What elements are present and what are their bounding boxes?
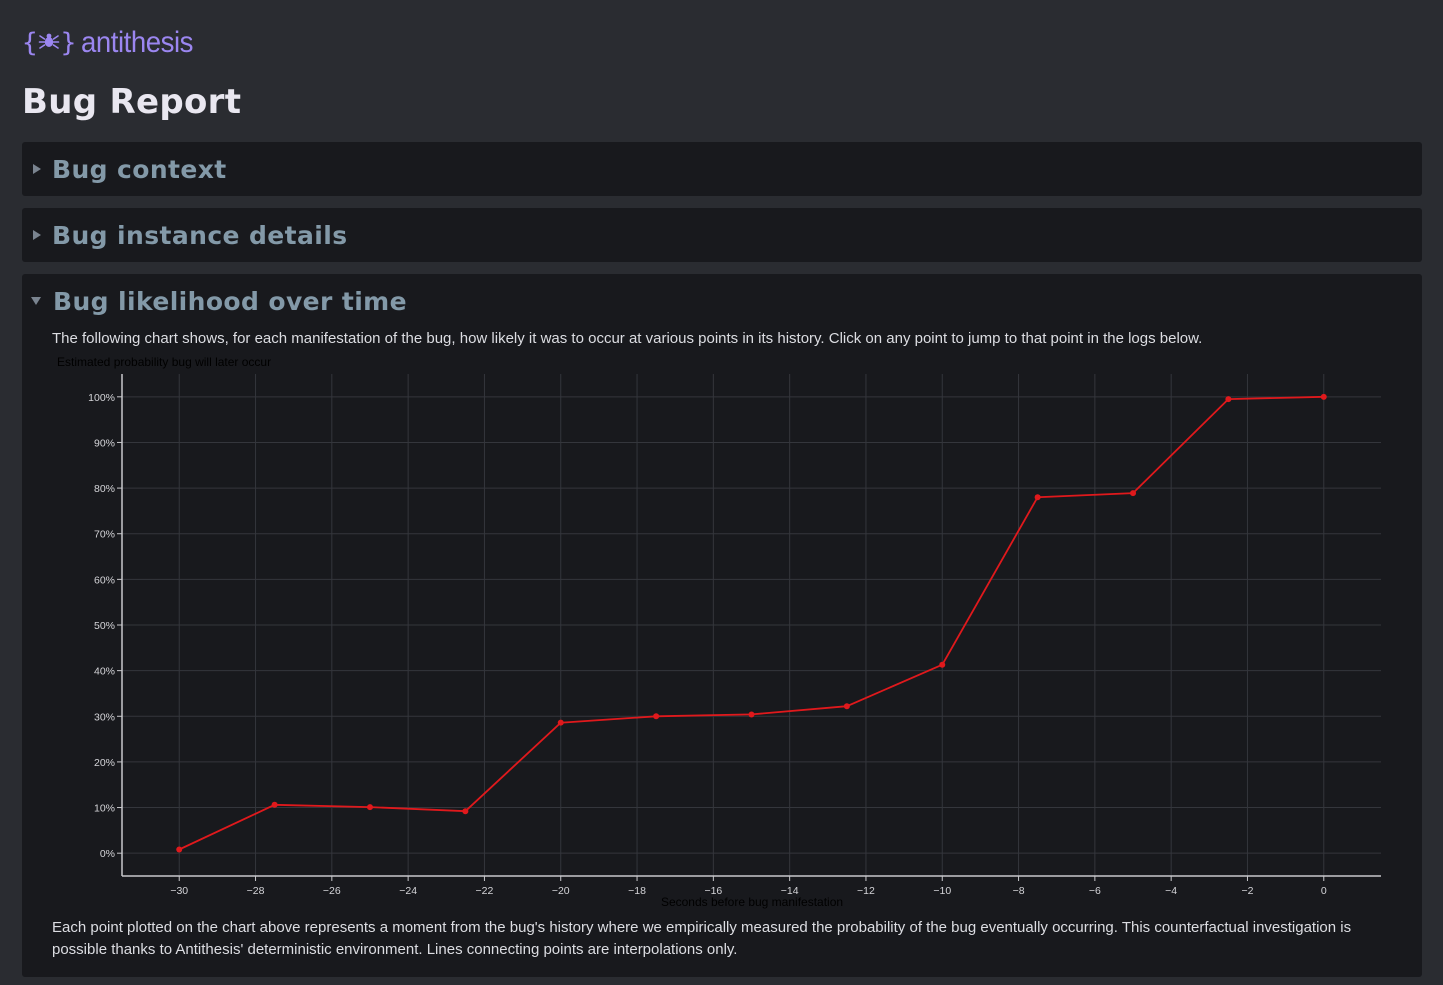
page-title: Bug Report: [22, 82, 242, 122]
brand-name: antithesis: [81, 26, 194, 59]
y-tick-label: 20%: [94, 757, 115, 769]
data-points: [176, 393, 1327, 853]
data-point[interactable]: [748, 711, 755, 718]
series-path: [178, 395, 1324, 851]
x-tick-label: −26: [323, 885, 341, 897]
caret-right-icon: [33, 230, 41, 240]
x-tick-label: −14: [781, 885, 799, 897]
x-tick-label: −12: [857, 885, 875, 897]
y-tick-label: 0%: [100, 848, 115, 860]
data-point[interactable]: [462, 808, 469, 815]
y-tick-label: 70%: [94, 529, 115, 541]
x-tick-label: −28: [247, 885, 265, 897]
section-title: Bug instance details: [52, 220, 348, 250]
x-tick-label: −16: [704, 885, 722, 897]
x-tick-label: −6: [1089, 885, 1101, 897]
y-tick-label: 50%: [94, 620, 115, 632]
section-title: Bug likelihood over time: [53, 286, 407, 316]
caret-down-icon: [31, 297, 41, 305]
chart-grid: [122, 374, 1381, 876]
y-tick-label: 30%: [94, 711, 115, 723]
data-point[interactable]: [1130, 490, 1137, 497]
y-axis-label: Estimated probability bug will later occ…: [57, 355, 271, 369]
x-tick-label: −30: [170, 885, 188, 897]
section-bug-context: Bug context: [22, 142, 1422, 196]
data-point[interactable]: [271, 801, 278, 808]
data-point[interactable]: [939, 661, 946, 668]
x-tick-label: −20: [552, 885, 570, 897]
section-bug-instance-details: Bug instance details: [22, 208, 1422, 262]
x-tick-label: −22: [476, 885, 494, 897]
x-tick-label: −24: [399, 885, 417, 897]
section-bug-likelihood: Bug likelihood over time The following c…: [22, 274, 1422, 977]
y-tick-label: 60%: [94, 574, 115, 586]
x-tick-label: −18: [628, 885, 646, 897]
likelihood-chart: Estimated probability bug will later occ…: [57, 355, 1381, 909]
data-point[interactable]: [176, 846, 183, 853]
section-header-bug-context[interactable]: Bug context: [22, 142, 1422, 196]
x-tick-label: −8: [1013, 885, 1025, 897]
data-point[interactable]: [653, 713, 660, 720]
x-tick-label: −10: [933, 885, 951, 897]
chart-footnote: Each point plotted on the chart above re…: [52, 919, 1352, 958]
y-tick-label: 90%: [94, 437, 115, 449]
y-tick-label: 80%: [94, 483, 115, 495]
data-point[interactable]: [1034, 494, 1041, 501]
x-axis-label: Seconds before bug manifestation: [661, 895, 843, 909]
section-title: Bug context: [52, 154, 227, 184]
y-tick-label: 100%: [88, 392, 115, 404]
y-ticks: 0% 10% 20% 30% 40% 50% 60% 70% 80% 90% 100%: [88, 392, 122, 860]
series-line: [178, 395, 1324, 851]
section-header-bug-instance-details[interactable]: Bug instance details: [22, 208, 1422, 262]
x-tick-label: 0: [1321, 885, 1327, 897]
x-tick-label: −2: [1241, 885, 1253, 897]
x-ticks: −30 −28 −26 −24 −22 −20 −18 −16 −14 −12 −10 −8 −6 −4−…: [170, 876, 1327, 897]
bug-icon: [38, 28, 60, 58]
data-point[interactable]: [843, 703, 850, 710]
logo-mark: { }: [22, 28, 76, 58]
data-point[interactable]: [1225, 396, 1232, 403]
caret-right-icon: [33, 164, 41, 174]
section-header-bug-likelihood[interactable]: Bug likelihood over time: [22, 274, 1422, 328]
data-point[interactable]: [366, 804, 373, 811]
x-tick-label: −4: [1165, 885, 1177, 897]
y-tick-label: 10%: [94, 803, 115, 815]
y-tick-label: 40%: [94, 666, 115, 678]
data-point[interactable]: [557, 719, 564, 726]
chart-description: The following chart shows, for each mani…: [52, 330, 1203, 347]
brand-logo[interactable]: { } antithesis: [22, 26, 203, 60]
data-point[interactable]: [1320, 393, 1327, 400]
